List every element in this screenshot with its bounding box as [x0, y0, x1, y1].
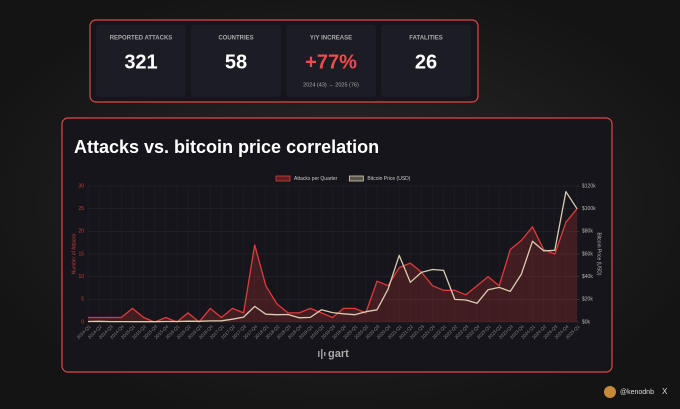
series-line — [88, 208, 578, 323]
avatar — [604, 386, 616, 398]
y2-tick-label: $120k — [582, 183, 596, 189]
stat-card — [286, 25, 376, 97]
y-tick-label: 30 — [78, 183, 84, 189]
legend-swatch — [275, 175, 291, 182]
stat-label: REPORTED ATTACKS — [110, 36, 173, 42]
y2-tick-label: $60k — [582, 251, 593, 257]
y2-tick-label: $0k — [582, 319, 591, 325]
handle: @kenodnb — [620, 389, 654, 396]
legend-swatch — [348, 175, 364, 182]
brand: gart — [328, 348, 349, 360]
stat-card — [96, 25, 186, 97]
stat-value: 321 — [124, 51, 157, 73]
stat-note: 2024 (43) → 2025 (76) — [303, 82, 359, 88]
stat-cards: REPORTED ATTACKS 321 COUNTRIES 58 Y/Y INCREA… — [96, 25, 471, 97]
y2-axis-label: Bitcoin Price (USD) — [596, 232, 602, 275]
series-line — [87, 191, 578, 323]
stat-card — [191, 25, 281, 97]
y-tick-label: 25 — [78, 206, 84, 212]
stat-label: COUNTRIES — [218, 36, 253, 42]
y-tick-label: 15 — [78, 251, 84, 257]
stat-label: FATALITIES — [409, 36, 442, 42]
stat-value: 26 — [415, 51, 437, 73]
brand-logo: gart — [318, 348, 349, 360]
network: X — [662, 387, 668, 396]
y-tick-label: 20 — [78, 229, 84, 235]
stat-label: Y/Y INCREASE — [310, 36, 352, 42]
area-fill — [88, 208, 577, 322]
stat-value: +77% — [305, 51, 357, 73]
y2-tick-label: $80k — [582, 229, 593, 235]
chart-panel — [61, 117, 613, 373]
y-tick-label: 5 — [81, 297, 84, 303]
y-axis-label: Number of Attacks — [71, 233, 77, 274]
y2-tick-label: $40k — [582, 274, 593, 280]
chart-title: Attacks vs. bitcoin price correlation — [74, 137, 379, 157]
y2-tick-label: $100k — [582, 206, 596, 212]
y-tick-label: 10 — [78, 274, 84, 280]
stat-value: 58 — [225, 51, 247, 73]
plot: Number of Attacks Bitcoin Price (USD) 0 5 10… — [71, 175, 602, 340]
stat-card — [381, 25, 471, 97]
legend-label: Attacks per Quarter — [294, 176, 338, 182]
y2-tick-label: $20k — [582, 297, 593, 303]
y-tick-label: 0 — [81, 319, 84, 325]
legend-label: Bitcoin Price (USD) — [367, 176, 410, 182]
